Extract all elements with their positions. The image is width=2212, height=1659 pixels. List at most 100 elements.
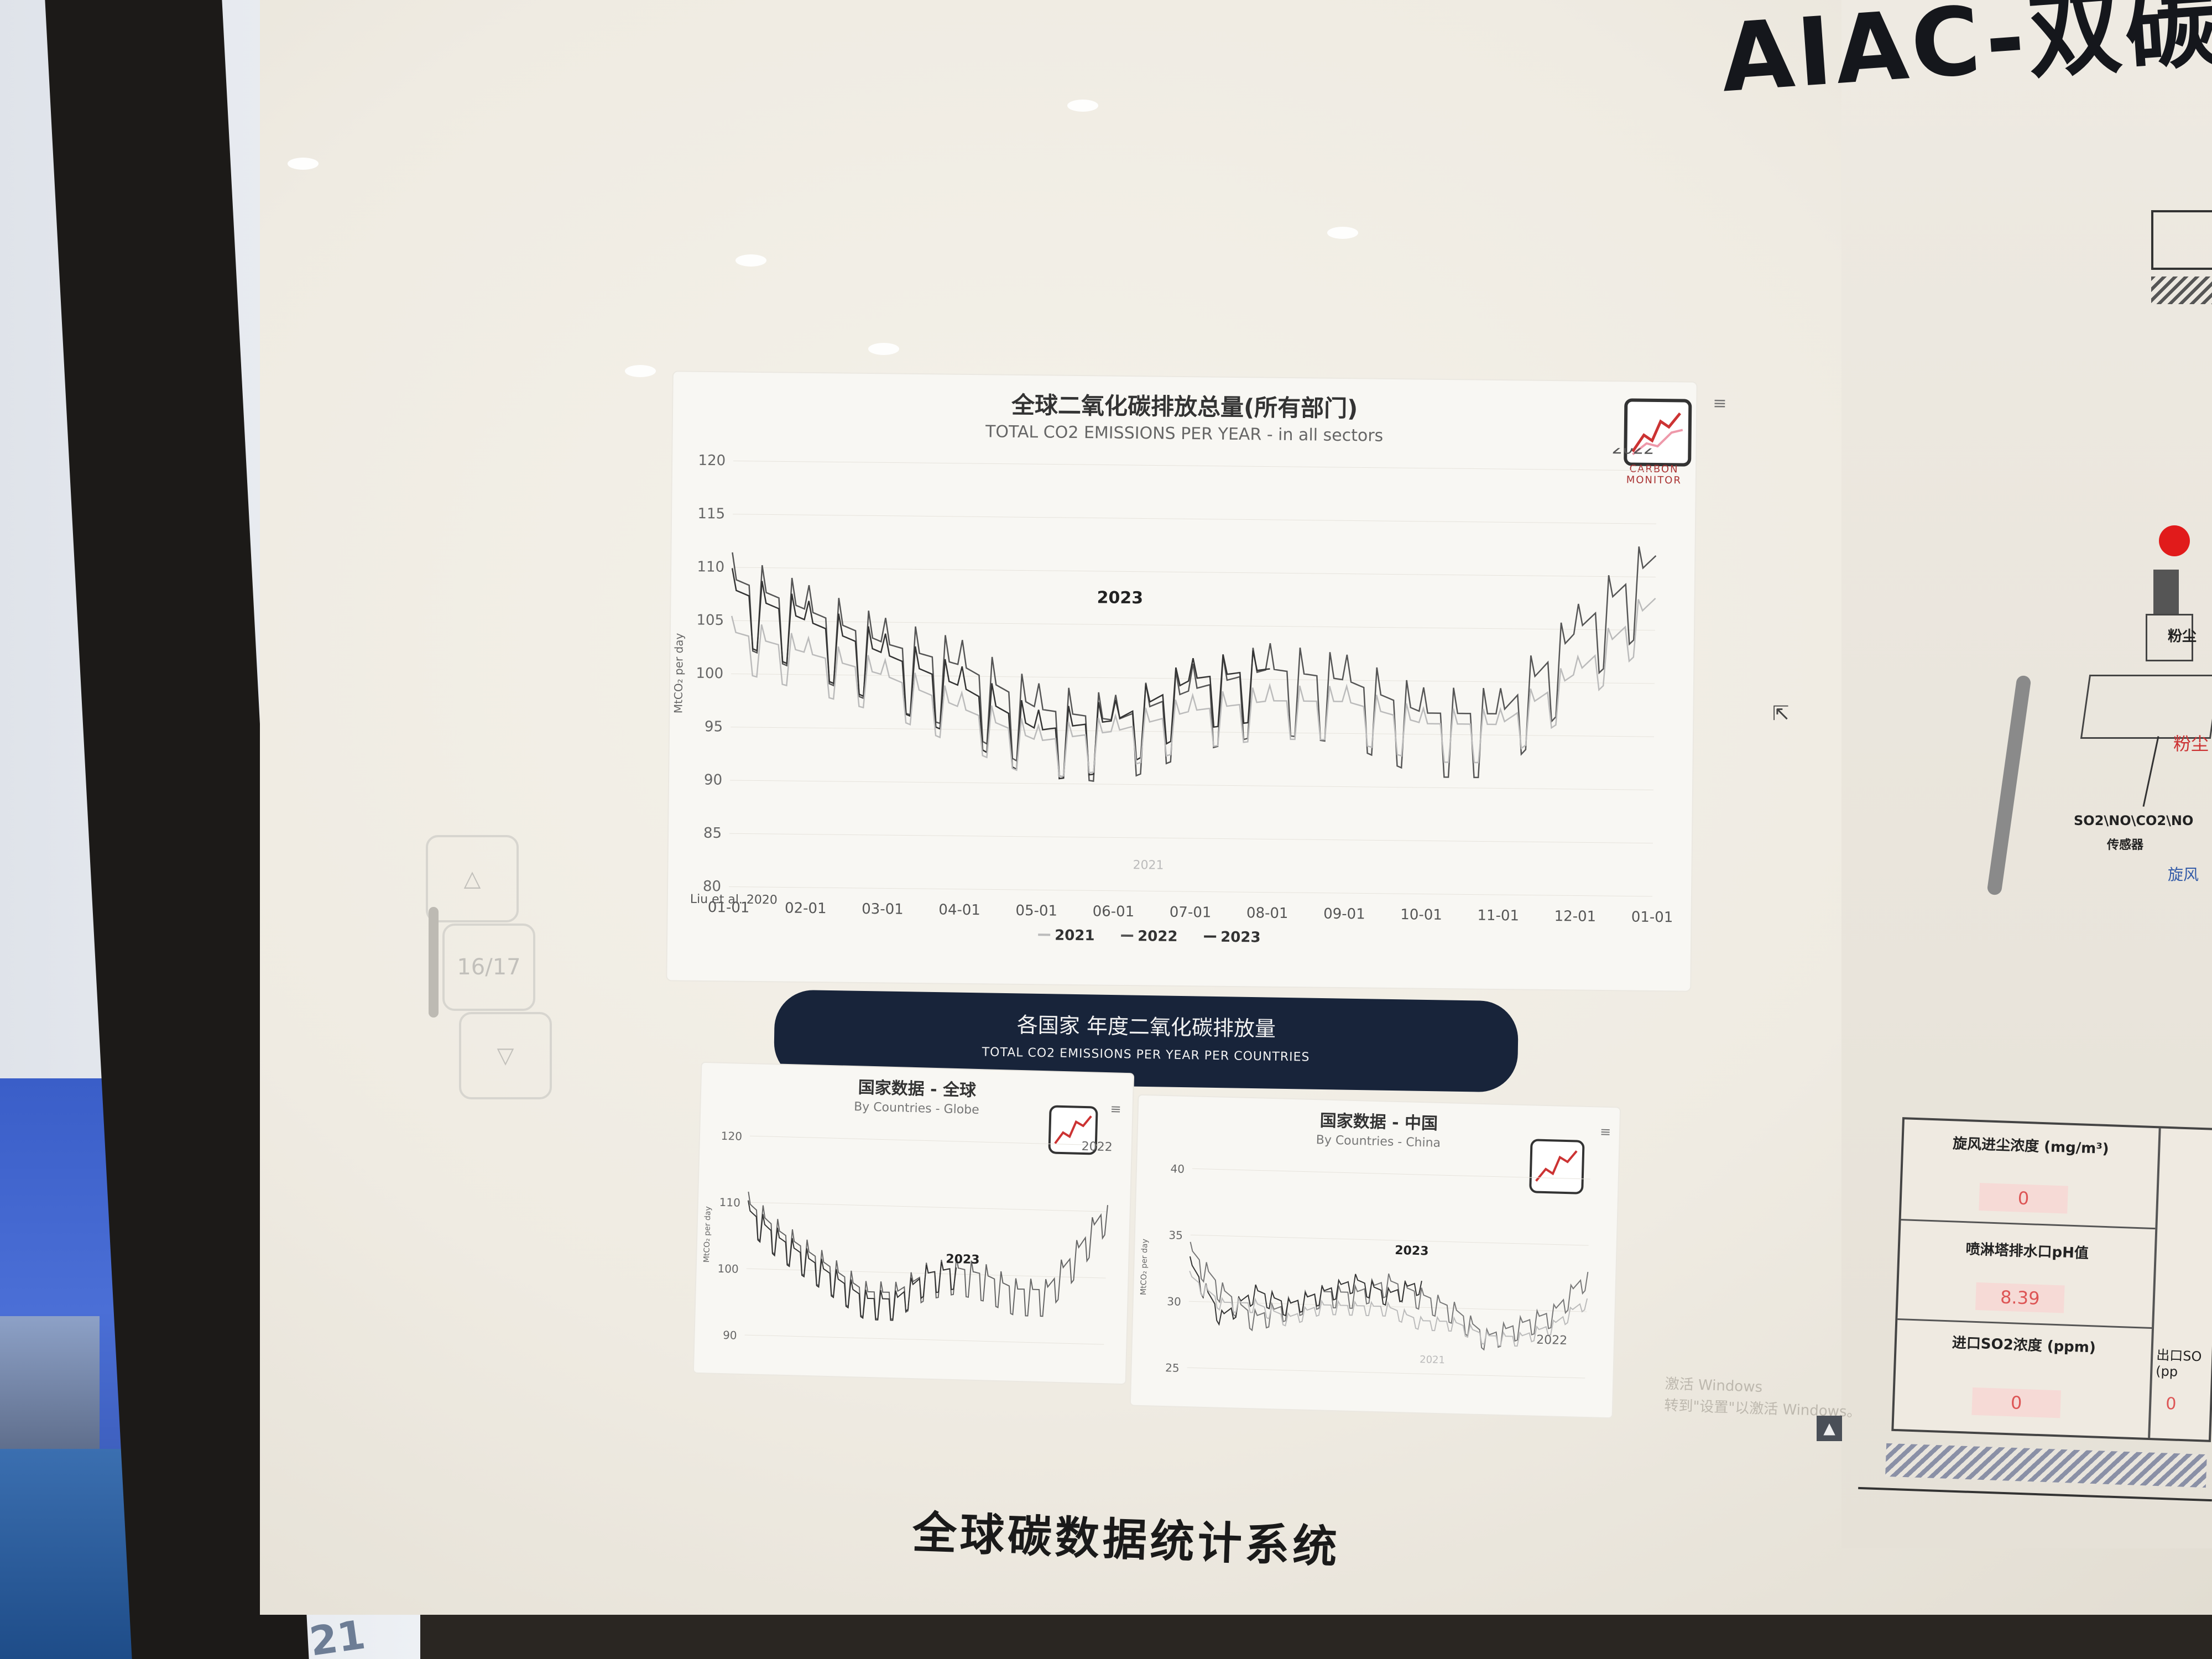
gridline (731, 673, 1655, 684)
scroll-to-top-button[interactable]: ▲ (1817, 1416, 1842, 1441)
sensor-readings-table: 旋风进尘浓度 (mg/m³) 0 喷淋塔排水口pH值 8.39 进口SO2浓度 … (1891, 1117, 2212, 1442)
gridline (730, 780, 1653, 790)
globe-chart-card: 国家数据 - 全球 By Countries - Globe ≡ 90 100 11… (692, 1061, 1135, 1385)
globe-menu-icon[interactable]: ≡ (1110, 1101, 1122, 1117)
china-logo-icon (1529, 1139, 1585, 1194)
diagram-dust-label: 粉尘 (2168, 628, 2197, 645)
table-row: 旋风进尘浓度 (mg/m³) 0 (1901, 1119, 2159, 1230)
gridline (1187, 1367, 1585, 1379)
left-slide-water (0, 1449, 133, 1659)
series-line-2023 (1189, 1256, 1422, 1326)
y-tick-label: 105 (696, 612, 724, 629)
diagram-body (2080, 675, 2212, 739)
y-tick-label: 25 (1165, 1361, 1180, 1375)
gridline (748, 1202, 1108, 1212)
y-axis-label: MtCO₂ per day (702, 1206, 713, 1262)
x-tick-label: 11-01 (1477, 907, 1519, 925)
gridline (731, 727, 1655, 737)
banner-title-en: TOTAL CO2 EMISSIONS PER YEAR PER COUNTRI… (982, 1045, 1310, 1065)
x-tick-label: 09-01 (1323, 906, 1365, 923)
series-faint-label: 2021 (1420, 1354, 1445, 1366)
y-tick-label: 115 (697, 505, 725, 523)
globe-logo-icon (1048, 1105, 1098, 1155)
light-glare (1067, 100, 1098, 112)
table-row: 喷淋塔排水口pH值 8.39 (1897, 1219, 2156, 1329)
light-glare (288, 158, 319, 170)
y-tick-label: 110 (697, 559, 724, 576)
y-tick-label: 85 (703, 825, 722, 842)
legend-entry: 2022 (1138, 928, 1178, 945)
next-slide-button[interactable]: ▽ (459, 1012, 552, 1099)
x-tick-label: 02-01 (785, 900, 827, 917)
chart-menu-icon[interactable]: ≡ (1713, 394, 1727, 414)
gridline (729, 886, 1652, 897)
gridline (1188, 1301, 1587, 1312)
gridline (744, 1334, 1104, 1345)
globe-line-chart: 90 100 110 120 MtCO₂ per day 2022 2023 (702, 1129, 1113, 1345)
series-mid-label: 2023 (1395, 1244, 1429, 1259)
row-label: 进口SO2浓度 (ppm) (1952, 1334, 2096, 1357)
diagram-blue-label: 旋风 (2168, 865, 2199, 884)
gridline (750, 1135, 1109, 1146)
gridline (1192, 1168, 1590, 1180)
screen-scroll-thumb[interactable] (429, 907, 439, 1018)
slide-pager-indicator: 16/17 (442, 924, 535, 1011)
x-tick-label: 01-01 (708, 899, 750, 916)
y-tick-label: 35 (1168, 1228, 1183, 1242)
mouse-cursor-icon: ⇱ (1772, 702, 1790, 725)
china-menu-icon[interactable]: ≡ (1599, 1124, 1611, 1140)
row-value: 0 (1979, 1183, 2068, 1214)
series-line-2023 (731, 568, 1270, 780)
series-end-label: 2022 (1081, 1140, 1113, 1154)
x-tick-label: 03-01 (862, 901, 904, 918)
x-tick-label: 05-01 (1015, 902, 1057, 920)
alarm-indicator-icon (2159, 525, 2190, 556)
y-tick-label: 40 (1170, 1162, 1185, 1176)
diagram-sensor-label: SO2\NO\CO2\NO (2074, 813, 2194, 828)
china-line-chart: 25 30 35 40 MtCO₂ per day 2023 2022 2021 (1139, 1162, 1590, 1379)
banner-title-zh: 各国家 年度二氧化碳排放量 (1016, 1013, 1276, 1041)
y-tick-label: 30 (1167, 1295, 1181, 1308)
series-mid-label: 2023 (1097, 588, 1143, 608)
diagram-sensor-label-2: 传感器 (2107, 838, 2144, 852)
series-line-2021 (731, 598, 1656, 778)
x-tick-label: 01-01 (1631, 909, 1673, 926)
prev-slide-button[interactable]: △ (426, 835, 519, 922)
diagram-dust-label-red: 粉尘 (2173, 733, 2209, 754)
source-note: Liu et al. 2020 (690, 893, 778, 907)
series-line-2021 (1189, 1270, 1588, 1347)
gridline (746, 1268, 1106, 1279)
row-value: 0 (1971, 1387, 2062, 1418)
series-mid-label: 2023 (946, 1253, 980, 1267)
left-slide-number: 21 (306, 1611, 368, 1659)
x-tick-label: 04-01 (938, 901, 980, 919)
y-tick-label: 120 (721, 1129, 743, 1143)
series-line-2022 (748, 1191, 1108, 1320)
legend-entry: 2023 (1220, 929, 1261, 946)
y-axis-label: MtCO₂ per day (671, 633, 686, 713)
main-chart-card: 全球二氧化碳排放总量(所有部门) TOTAL CO2 EMISSIONS PER… (666, 371, 1727, 992)
table-row: 进口SO2浓度 (ppm) 0 (1894, 1318, 2152, 1436)
side-label: 出口SO (pp (2155, 1347, 2202, 1380)
gridline (732, 567, 1656, 577)
diagram-cylinder (2153, 570, 2179, 614)
diagram-funnel (2146, 614, 2193, 661)
light-glare (735, 254, 766, 267)
light-glare (1327, 227, 1358, 239)
y-tick-label: 100 (696, 665, 723, 682)
down-chevron-icon: ▽ (497, 1043, 514, 1068)
y-tick-label: 120 (698, 452, 726, 469)
x-tick-label: 08-01 (1246, 905, 1288, 922)
y-tick-label: 80 (703, 878, 721, 895)
y-axis-label: MtCO₂ per day (1139, 1239, 1150, 1295)
row-label: 喷淋塔排水口pH值 (1965, 1241, 2089, 1262)
legend-entry: 2021 (1055, 927, 1095, 945)
gridline (1190, 1234, 1589, 1246)
light-glare (868, 343, 899, 355)
gridline (729, 833, 1653, 844)
x-tick-label: 06-01 (1093, 903, 1135, 920)
slide-pager-text: 16/17 (457, 954, 521, 980)
series-end-label: 2022 (1536, 1333, 1568, 1348)
diagram-frame (2151, 210, 2212, 270)
